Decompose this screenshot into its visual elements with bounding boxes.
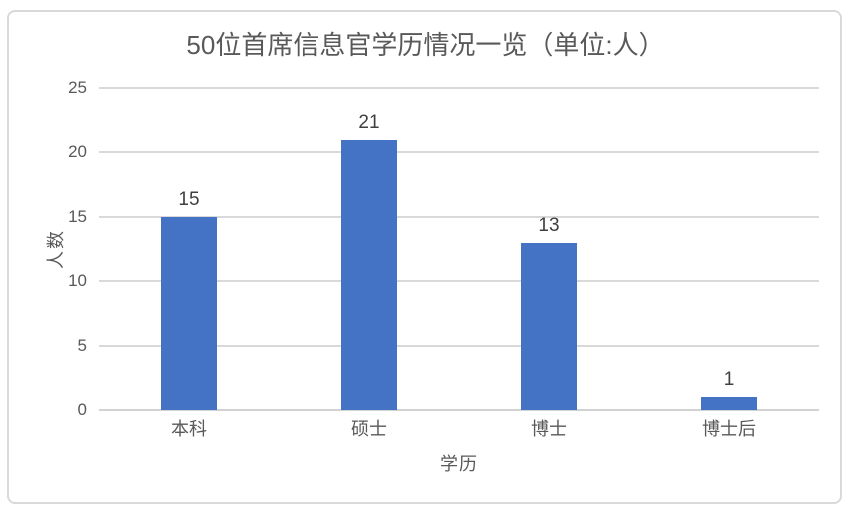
data-label: 13 <box>538 215 560 236</box>
data-label: 1 <box>723 369 735 390</box>
x-tick-label: 博士后 <box>702 419 756 439</box>
y-tick-label: 5 <box>77 336 87 355</box>
x-tick-label: 本科 <box>171 419 207 439</box>
bar <box>521 243 577 410</box>
gridline <box>99 280 819 283</box>
gridline <box>99 87 819 89</box>
chart-title: 50位首席信息官学历情况一览（单位:人） <box>186 30 665 60</box>
chart-border <box>7 10 842 504</box>
y-tick-label: 20 <box>68 142 87 161</box>
x-tick-label: 博士 <box>531 419 567 439</box>
bar <box>701 397 757 410</box>
y-tick-label: 15 <box>68 207 87 226</box>
x-axis-line <box>99 409 819 411</box>
gridline <box>99 151 819 154</box>
gridline <box>99 344 819 347</box>
bar <box>161 217 217 410</box>
gridline <box>99 215 819 218</box>
x-tick-label: 硕士 <box>351 419 387 439</box>
y-tick-label: 0 <box>77 400 87 419</box>
x-axis-title: 学历 <box>440 454 478 474</box>
y-tick-label: 25 <box>68 78 87 97</box>
bar <box>341 140 397 410</box>
y-tick-label: 10 <box>68 271 87 290</box>
plot-area: 15 21 13 1 <box>99 87 819 411</box>
data-label: 15 <box>178 189 200 210</box>
y-axis-title: 人数 <box>46 229 66 269</box>
data-label: 21 <box>358 112 380 133</box>
